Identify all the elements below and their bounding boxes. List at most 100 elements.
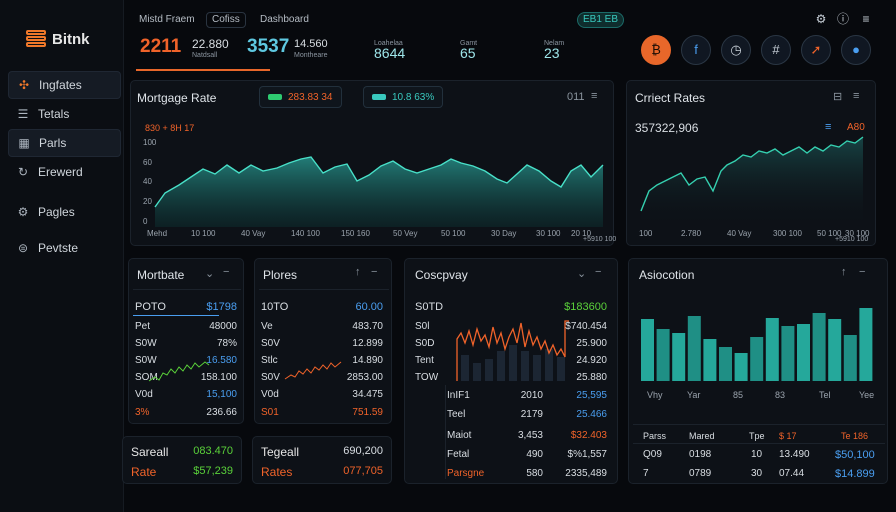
sidebar-item-erewerd[interactable]: ↻ Erewerd: [8, 158, 121, 186]
sidebar-item-parls[interactable]: ▦ Parls: [8, 129, 121, 157]
table-cell: Q09: [643, 449, 662, 460]
chart-expand-icon[interactable]: ⊟: [833, 91, 843, 103]
status-badge: EB1 EB: [577, 12, 625, 28]
row-label: S0W: [135, 338, 157, 349]
table-cell: 7: [643, 468, 649, 479]
row-label: S0D: [415, 338, 435, 349]
facebook-icon[interactable]: f: [681, 35, 711, 65]
row-label: S0W: [135, 355, 157, 366]
table-header: $ 17: [779, 431, 797, 441]
settings-icon[interactable]: ⚙: [815, 12, 827, 26]
stat-sixth-value: 23: [544, 45, 560, 61]
sidebar-item-tetals[interactable]: ☰ Tetals: [8, 100, 121, 128]
sparkle-icon: ✣: [18, 78, 30, 92]
bar: [781, 326, 795, 381]
bar: [765, 318, 779, 381]
table-cell: 13.490: [779, 449, 810, 460]
row-value: 751.59: [352, 407, 383, 418]
x-tick: 50 100: [817, 229, 842, 238]
chart-menu-icon[interactable]: ≡: [853, 90, 860, 102]
row-value: 16.580: [206, 355, 237, 366]
row-value: 34.475: [352, 389, 383, 400]
coscpvay-panel: Coscpvay ⌄ − S0TD $183600 S0l S0D Tent T…: [404, 258, 618, 484]
y-tick: 100: [143, 138, 157, 147]
bitcoin-icon[interactable]: ₿: [641, 35, 671, 65]
panel-title: Plores: [263, 268, 298, 282]
minimize-icon[interactable]: −: [595, 266, 602, 278]
sidebar-item-label: Erewerd: [38, 165, 83, 179]
table-cell: Maiot: [447, 430, 472, 441]
stat-secondary-value: 22.880: [192, 37, 229, 51]
table-header: Te 186: [841, 431, 869, 441]
collapse-icon[interactable]: ⌄: [205, 268, 215, 280]
bar: [750, 337, 764, 381]
user-avatar-icon[interactable]: ●: [841, 35, 871, 65]
row-value: 48000: [209, 321, 237, 332]
row-label: Stlc: [261, 355, 278, 366]
table-cell: $50,100: [835, 449, 875, 461]
stat-fourth-label: Loahelaa: [374, 40, 403, 47]
sareall-panel: Sareall 083.470 Rate $57,239: [122, 436, 242, 484]
table-header: Parss: [643, 431, 667, 441]
x-tick: 40 Vay: [727, 229, 752, 238]
legend-teal[interactable]: 10.8 63%: [363, 86, 444, 108]
area-line: [154, 156, 604, 208]
divider: [633, 424, 885, 425]
table-header: Mared: [689, 431, 715, 441]
bar: [828, 319, 842, 381]
sidebar-item-ingfates[interactable]: ✣ Ingfates: [8, 71, 121, 99]
table-cell: 0789: [689, 468, 712, 479]
summary-value: 690,200: [343, 445, 383, 457]
x-tick: 30 100: [536, 229, 561, 238]
sidebar-item-label: Pevtste: [38, 241, 79, 255]
row-label: Tent: [415, 355, 434, 366]
sidebar: Bitnk ✣ Ingfates ☰ Tetals ▦ Parls ↻ Erew…: [0, 0, 124, 512]
hashtag-icon[interactable]: #: [761, 35, 791, 65]
chart-control-value[interactable]: 011: [567, 91, 585, 103]
row-label: TOW: [415, 372, 439, 383]
table-cell: Teel: [447, 409, 466, 420]
x-tick: 150 160: [341, 229, 370, 238]
row-value: 25.880: [576, 372, 607, 383]
summary-value: 077,705: [343, 465, 383, 477]
minimize-icon[interactable]: −: [859, 266, 866, 278]
table-cell: Fetal: [447, 449, 470, 460]
brand-logo[interactable]: Bitnk: [26, 30, 90, 48]
row-value: 12.899: [352, 338, 383, 349]
minimize-icon[interactable]: −: [223, 266, 230, 278]
currency-icon: ⊜: [17, 241, 29, 255]
list-icon[interactable]: ≡: [825, 121, 832, 133]
tab-dashboard[interactable]: Dashboard: [260, 14, 309, 25]
mortbate-sparkline: [148, 361, 210, 382]
collapse-icon[interactable]: ⌄: [577, 268, 587, 280]
x-tick: Tel: [819, 390, 831, 400]
sidebar-item-pagles[interactable]: ⚙ Pagles: [8, 198, 121, 226]
sort-up-icon[interactable]: ↑: [841, 266, 847, 278]
table-cell: 30: [751, 468, 763, 479]
tab-mistd-fraem[interactable]: Mistd Fraem: [139, 14, 195, 25]
info-icon[interactable]: ⓘ: [836, 12, 849, 26]
stat-third-label: Montheare: [294, 52, 328, 59]
table-cell: 2335,489: [565, 468, 607, 479]
stat-third-sub: 14.560: [294, 38, 328, 50]
sidebar-item-pevtste[interactable]: ⊜ Pevtste: [8, 234, 121, 262]
tab-cofiss[interactable]: Cofiss: [206, 12, 246, 28]
clock-icon[interactable]: ◷: [721, 35, 751, 65]
list-icon: ☰: [17, 107, 29, 121]
menu-icon[interactable]: ≡: [862, 12, 870, 26]
minimize-icon[interactable]: −: [371, 266, 378, 278]
stat-third-value: 3537: [247, 36, 290, 57]
sort-up-icon[interactable]: ↑: [355, 266, 361, 278]
bar: [859, 308, 873, 381]
sidebar-item-label: Parls: [39, 136, 67, 150]
table-cell: 2010: [520, 390, 543, 401]
chart-menu-icon[interactable]: ≡: [591, 90, 598, 102]
panel-title: Mortbate: [137, 268, 185, 282]
mortgage-area-chart: [154, 156, 604, 227]
stat-sixth-label: Nelam: [544, 40, 565, 47]
bar: [672, 333, 686, 381]
stat-fifth-label: Gamt: [460, 40, 478, 47]
legend-orange[interactable]: 283.83 34: [259, 86, 342, 108]
x-tick: 30 100: [845, 229, 870, 238]
rocket-icon[interactable]: ➚: [801, 35, 831, 65]
